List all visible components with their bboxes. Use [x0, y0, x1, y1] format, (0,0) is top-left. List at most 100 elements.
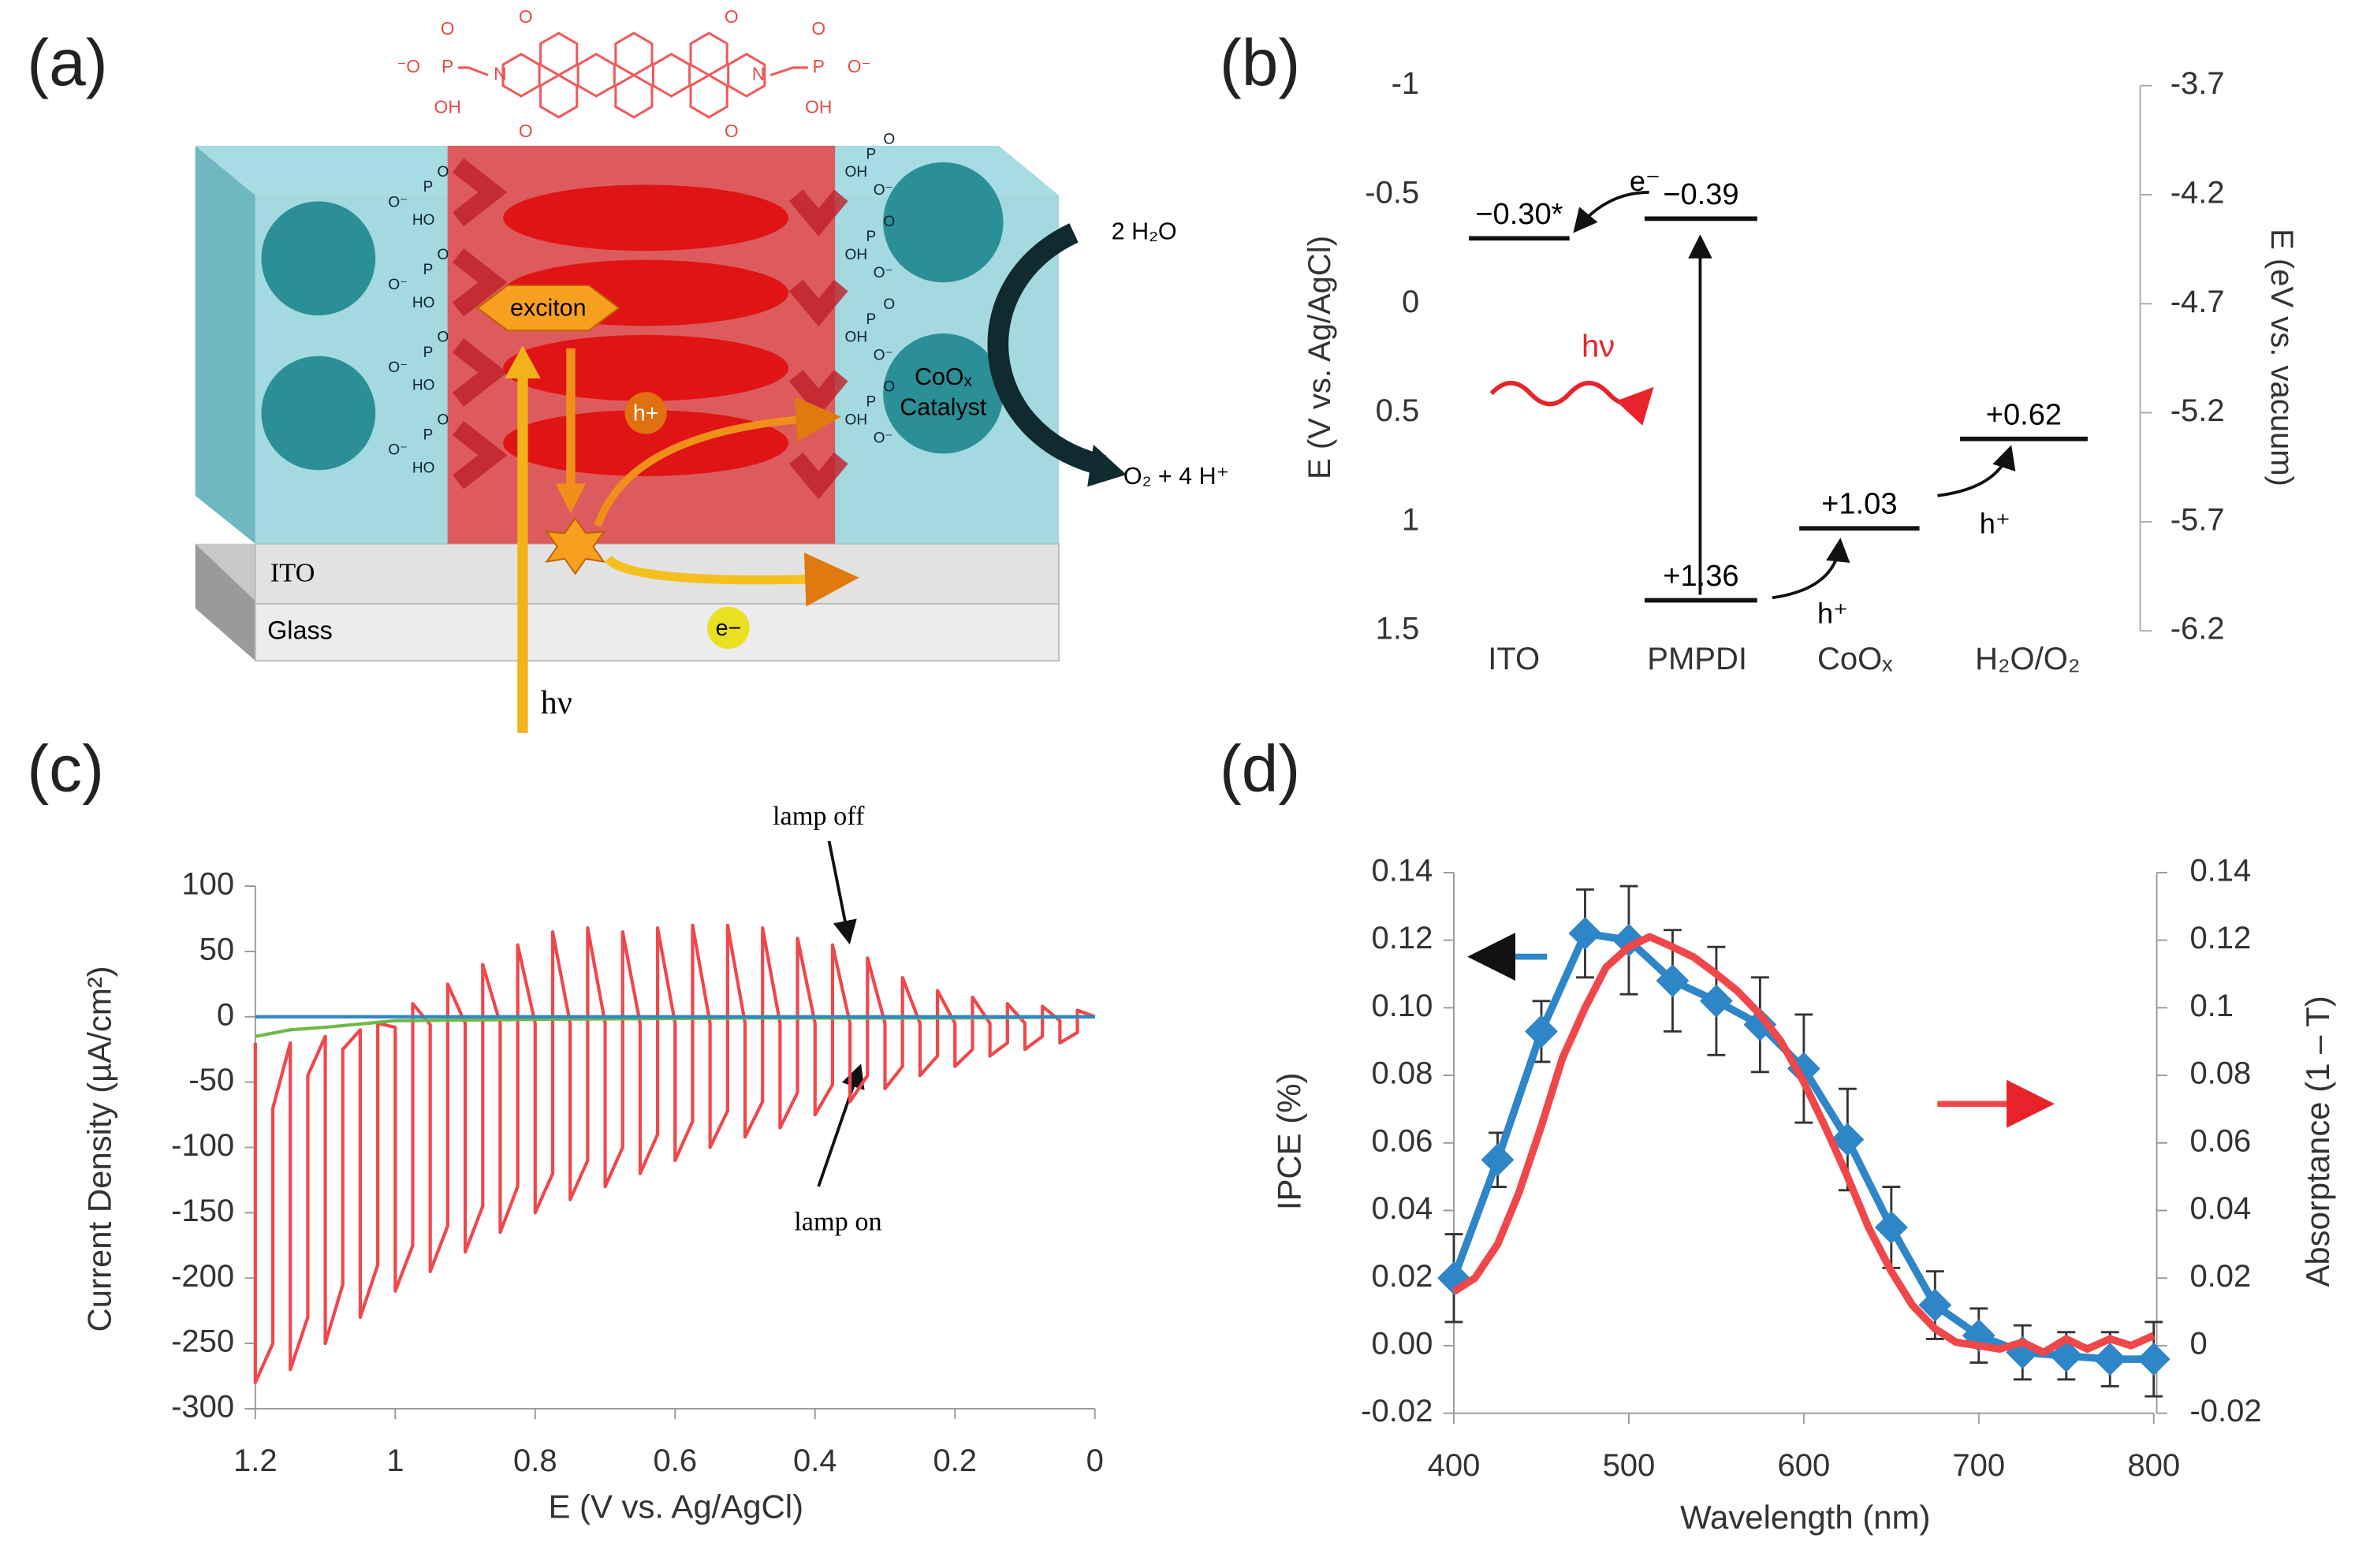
atom-label: O	[725, 121, 739, 141]
chevron	[452, 338, 508, 407]
sphere	[261, 356, 376, 471]
chevron	[452, 421, 508, 490]
atom-label: ⁻O	[397, 56, 420, 76]
linker-label: P	[423, 427, 434, 444]
ring	[727, 52, 766, 98]
y-tick-label: 0	[217, 997, 234, 1032]
linker-label: O	[883, 296, 895, 313]
chevron	[452, 158, 508, 227]
linker-label: HO	[412, 295, 435, 311]
atom-label: O	[811, 18, 825, 39]
marker	[2137, 1343, 2171, 1376]
electron-label: e⁻	[1630, 165, 1660, 197]
y-tick-label: 1.5	[1376, 612, 1420, 646]
x-tick-label: 0.4	[793, 1443, 837, 1478]
level-label: +1.03	[1821, 488, 1897, 521]
y-tick-label: 0.08	[1371, 1056, 1433, 1091]
electron-arrow	[1573, 191, 1649, 233]
y-tick-label: -1	[1392, 66, 1420, 101]
y-tick-label: 1	[1402, 502, 1419, 537]
linker-label: O⁻	[388, 194, 408, 210]
linker-label: P	[866, 229, 877, 245]
y-tick-label: 0.5	[1376, 393, 1420, 428]
catalyst-label: Catalyst	[900, 393, 987, 420]
y-tick-label: 0.10	[1371, 989, 1433, 1023]
molecule	[458, 32, 808, 119]
linker-label: O	[438, 164, 449, 181]
ring	[689, 32, 728, 77]
y2-tick-label: -0.02	[2189, 1394, 2261, 1428]
exciton-badge	[476, 285, 620, 332]
linker-label: P	[423, 345, 434, 361]
ring	[576, 52, 616, 98]
linker-label: P	[866, 394, 877, 411]
x-tick-label: 600	[1777, 1448, 1830, 1483]
ring	[539, 73, 579, 119]
linker-label: HO	[412, 212, 435, 229]
sphere	[261, 201, 376, 316]
linker-label: OH	[845, 412, 868, 429]
catalyst-label: CoOₓ	[915, 363, 972, 390]
excited-star	[545, 516, 606, 575]
linker-label: P	[423, 179, 434, 196]
marker	[1699, 984, 1733, 1018]
linker-label: O	[883, 379, 895, 396]
linker-label: P	[423, 262, 434, 278]
x-tick-label: 0.6	[653, 1443, 697, 1478]
ring	[689, 73, 728, 119]
slab-side	[195, 543, 255, 661]
box-side	[195, 145, 255, 544]
linker-label: O	[883, 214, 895, 230]
linker-label: P	[866, 146, 877, 162]
sphere	[883, 162, 1004, 283]
series-line	[253, 923, 1096, 1384]
y-tick-label: 50	[199, 932, 235, 966]
y-tick-label: 0	[1402, 285, 1419, 319]
series-line	[1451, 933, 2156, 1357]
panel-label: (c)	[27, 731, 104, 805]
x-tick-label: 0.2	[933, 1443, 977, 1478]
linker-label: O⁻	[874, 348, 893, 364]
linker-label: O⁻	[388, 277, 408, 293]
linker-label: HO	[412, 378, 435, 394]
bond	[769, 66, 808, 76]
atom-label: OH	[434, 96, 461, 117]
y-tick-label: 0.12	[1371, 921, 1433, 955]
level-label: +1.36	[1663, 560, 1738, 593]
y-tick-label: 0.14	[1371, 853, 1433, 888]
atom-label: O	[441, 18, 455, 39]
y2-tick-label: 0.12	[2189, 921, 2251, 955]
relax-arrowhead	[555, 483, 586, 514]
y2-tick-label: 0.1	[2189, 989, 2234, 1023]
x-axis-label: E (V vs. Ag/AgCl)	[548, 1488, 803, 1525]
hole-arrow	[1937, 445, 2016, 497]
ring	[651, 52, 691, 98]
y-tick-label: -0.5	[1365, 176, 1419, 210]
linker-label: OH	[845, 164, 868, 181]
panel-label: (d)	[1220, 731, 1300, 805]
water-label: 2 H₂O	[1112, 218, 1177, 244]
column-label: PMPDI	[1647, 642, 1747, 676]
panel-d: (d) Wavelength (nm) IPCE (%) Absorptance…	[1220, 731, 2336, 1536]
dye-disk	[503, 184, 789, 251]
x-tick-label: 700	[1952, 1448, 2005, 1483]
hole-label: h⁺	[1817, 598, 1848, 630]
x-tick-label: 400	[1428, 1448, 1481, 1483]
light-wave	[1489, 381, 1654, 426]
y2-axis-label: E (eV vs. vacuum)	[2264, 229, 2299, 486]
ring	[614, 32, 654, 77]
y-axis-label: E (V vs. Ag/AgCl)	[1302, 236, 1337, 479]
y-tick-label: -100	[171, 1128, 234, 1163]
electron-label: e−	[716, 616, 742, 641]
y-axis-label: IPCE (%)	[1270, 1073, 1307, 1211]
x-tick-label: 500	[1603, 1448, 1656, 1483]
y-tick-label: -50	[188, 1063, 234, 1097]
products-label: O₂ + 4 H⁺	[1123, 463, 1229, 490]
sphere	[883, 333, 1004, 454]
chevron	[788, 452, 848, 500]
glass-label: Glass	[267, 616, 333, 645]
marker	[1481, 1143, 1515, 1177]
hole-label: h+	[633, 400, 659, 426]
linker-label: O	[438, 330, 449, 346]
